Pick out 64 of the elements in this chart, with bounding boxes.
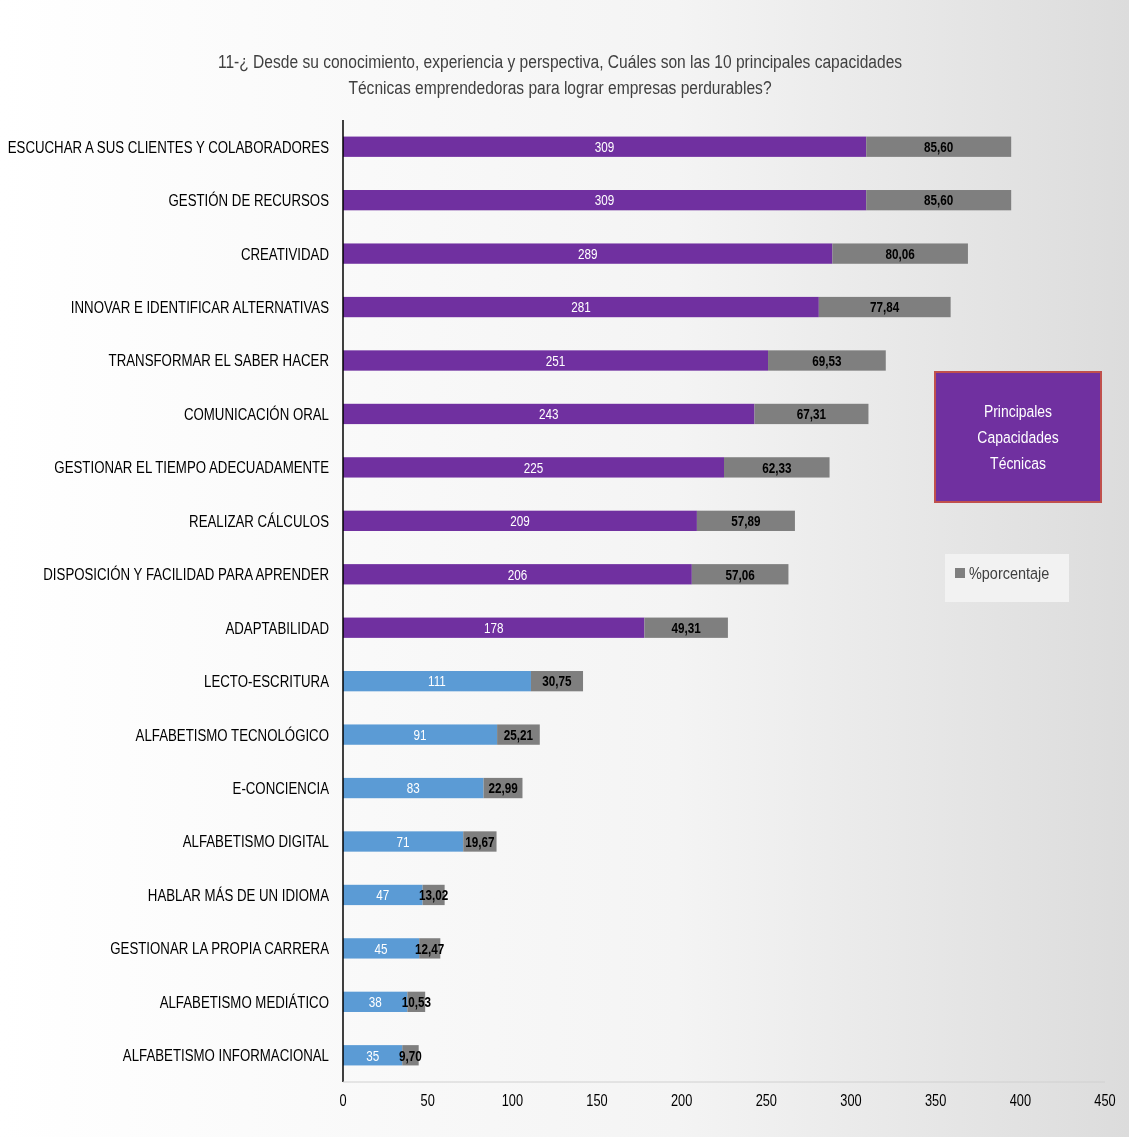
data-label: 91 [413, 726, 427, 744]
data-label: 309 [594, 192, 615, 209]
annotation: Principales Capacidades Técnicas [977, 401, 1059, 473]
x-tick-label: 300 [840, 1091, 862, 1110]
data-label: 206 [507, 566, 528, 583]
legend-label: %porcentaje [969, 563, 1050, 583]
data-label: 309 [594, 138, 615, 156]
x-tick-label: 0 [339, 1091, 347, 1110]
y-tick-label: ESCUCHAR A SUS CLIENTES Y COLABORADORES [7, 137, 329, 157]
y-tick-label: DISPOSICIÓN Y FACILIDAD PARA APRENDER [43, 564, 329, 584]
y-tick-label: ALFABETISMO MEDIÁTICO [159, 992, 330, 1012]
data-label: 22,99 [488, 779, 518, 797]
data-label: 47 [376, 886, 390, 904]
x-tick-label: 350 [925, 1091, 947, 1110]
data-label: 225 [523, 459, 544, 476]
data-label: 57,89 [731, 512, 761, 530]
x-tick-label: 400 [1009, 1091, 1031, 1110]
x-tick-label: 450 [1094, 1091, 1116, 1110]
data-label: 83 [406, 779, 420, 797]
data-label: 71 [396, 833, 410, 851]
data-label: 38 [368, 993, 382, 1011]
data-label: 85,60 [924, 192, 954, 209]
x-tick-label: 250 [755, 1091, 777, 1110]
x-tick-label: 150 [586, 1091, 608, 1110]
data-label: 243 [538, 405, 559, 423]
x-tick-label: 200 [671, 1091, 693, 1110]
data-label: 289 [577, 245, 598, 263]
data-label: 49,31 [671, 619, 702, 637]
data-label: 57,06 [725, 566, 755, 583]
data-label: 281 [571, 298, 591, 316]
y-tick-label: TRANSFORMAR EL SABER HACER [108, 350, 329, 370]
text-box: Principales Capacidades Técnicas [934, 371, 1102, 503]
data-label: 77,84 [870, 298, 900, 316]
y-tick-label: GESTIÓN DE RECURSOS [168, 190, 329, 210]
chart-title: 11-¿ Desde su conocimiento, experiencia y perspectiva, Cuáles son las 10 principales capacidades Técnicas emprendedoras para lograr empresas perdurables? [217, 50, 903, 99]
y-tick-label: ADAPTABILIDAD [225, 618, 329, 638]
data-label: 209 [510, 512, 530, 530]
y-tick-label: HABLAR MÁS DE UN IDIOMA [147, 885, 330, 905]
y-tick-label: CREATIVIDAD [240, 243, 329, 263]
data-label: 178 [483, 619, 504, 637]
data-label: 35 [366, 1047, 380, 1064]
data-label: 251 [545, 352, 566, 370]
y-tick-label: COMUNICACIÓN ORAL [183, 404, 329, 424]
x-tick-label: 100 [501, 1091, 523, 1110]
data-label: 85,60 [924, 138, 954, 156]
y-tick-label: REALIZAR CÁLCULOS [189, 511, 329, 531]
x-tick-label: 50 [420, 1091, 435, 1110]
data-label: 30,75 [542, 673, 573, 690]
y-tick-label: ALFABETISMO TECNOLÓGICO [135, 724, 330, 744]
data-label: 69,53 [812, 352, 842, 370]
data-label: 62,33 [762, 459, 792, 476]
y-tick-label: GESTIONAR LA PROPIA CARRERA [110, 938, 330, 958]
y-tick-label: LECTO-ESCRITURA [204, 671, 330, 691]
data-label: 45 [374, 940, 388, 957]
y-tick-label: ALFABETISMO INFORMACIONAL [122, 1045, 329, 1065]
data-label: 111 [428, 673, 446, 690]
y-tick-label: GESTIONAR EL TIEMPO ADECUADAMENTE [54, 457, 329, 477]
y-tick-label: E-CONCIENCIA [232, 778, 330, 798]
data-label: 25,21 [503, 726, 534, 744]
y-tick-label: INNOVAR E IDENTIFICAR ALTERNATIVAS [70, 297, 329, 317]
data-label: 67,31 [796, 405, 827, 423]
y-tick-label: ALFABETISMO DIGITAL [182, 831, 329, 851]
data-label: 19,67 [465, 833, 495, 851]
data-label: 80,06 [885, 245, 915, 263]
